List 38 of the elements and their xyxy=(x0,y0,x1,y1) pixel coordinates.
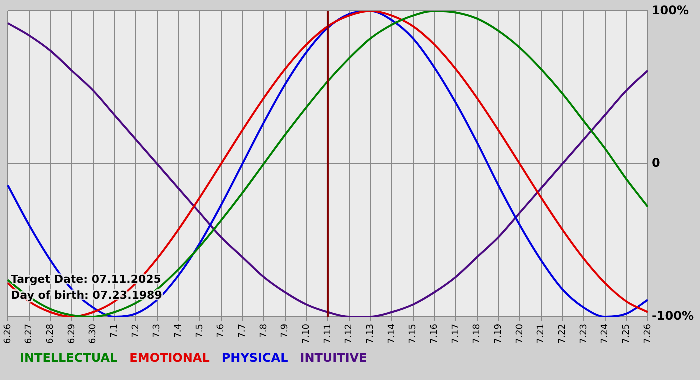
x-tick-label: 7.11 xyxy=(323,324,334,344)
x-tick-label: 7.9 xyxy=(280,324,291,338)
x-tick-label: 7.4 xyxy=(174,324,184,338)
text: INTELLECTUAL xyxy=(20,351,118,366)
y-tick-label: 100% xyxy=(652,3,690,18)
x-tick-label: 7.20 xyxy=(515,324,526,344)
x-tick-label: 7.2 xyxy=(131,324,142,338)
x-tick-label: 7.25 xyxy=(622,324,632,344)
x-tick-label: 7.21 xyxy=(536,324,547,344)
text: INTUITIVE xyxy=(300,351,368,366)
y-tick-label: -100% xyxy=(652,309,694,324)
x-tick-label: 7.26 xyxy=(643,324,654,344)
x-tick-label: 7.1 xyxy=(110,324,120,338)
x-tick-label: 7.17 xyxy=(451,324,462,344)
x-tick-label: 7.24 xyxy=(600,324,611,344)
x-tick-label: 7.23 xyxy=(579,324,590,344)
x-tick-label: 7.18 xyxy=(472,324,483,344)
text: EMOTIONAL xyxy=(130,351,210,366)
x-tick-label: 7.8 xyxy=(259,324,270,338)
x-tick-label: 7.15 xyxy=(408,324,419,344)
x-tick-label: 7.6 xyxy=(216,324,227,338)
x-tick-label: 7.12 xyxy=(344,324,355,344)
x-tick-label: 7.13 xyxy=(366,324,376,344)
text: PHYSICAL xyxy=(222,351,289,366)
x-tick-label: 6.29 xyxy=(67,324,78,344)
x-tick-label: 7.7 xyxy=(238,324,248,338)
x-tick-label: 6.28 xyxy=(46,324,56,344)
x-tick-label: 6.26 xyxy=(3,324,14,344)
x-tick-label: 7.16 xyxy=(430,324,440,344)
x-tick-label: 7.10 xyxy=(302,324,312,344)
x-tick-label: 6.30 xyxy=(88,324,99,344)
x-tick-label: 7.14 xyxy=(387,324,398,344)
x-tick-label: 7.19 xyxy=(494,324,504,344)
y-tick-label: 0 xyxy=(652,156,660,170)
x-tick-label: 7.5 xyxy=(195,324,206,338)
x-tick-label: 6.27 xyxy=(24,324,35,344)
x-tick-label: 7.22 xyxy=(558,324,568,344)
x-tick-label: 7.3 xyxy=(152,324,163,338)
